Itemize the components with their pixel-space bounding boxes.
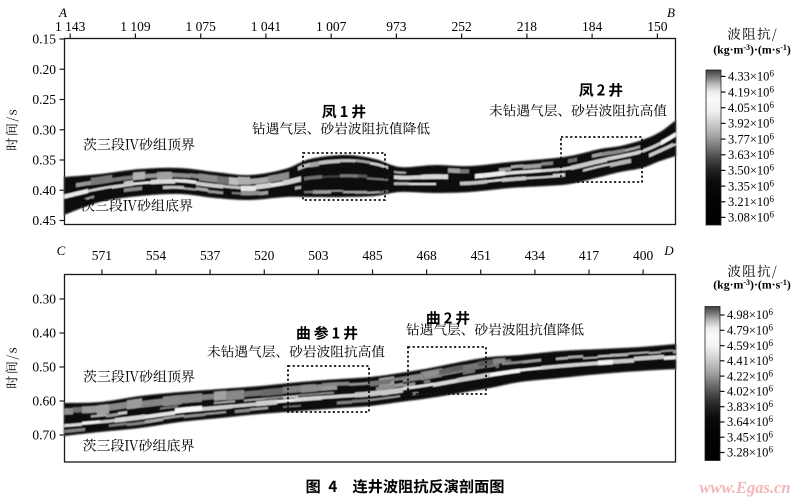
svg-text:A: A [58,5,67,20]
svg-text:4.19×106: 4.19×106 [728,84,774,99]
svg-text:400: 400 [633,248,654,263]
svg-text:4.79×106: 4.79×106 [727,323,773,338]
svg-text:485: 485 [362,248,383,263]
svg-text:www.Egas.cn: www.Egas.cn [699,478,790,497]
svg-text:3.35×106: 3.35×106 [728,178,774,193]
svg-text:3.28×106: 3.28×106 [727,445,773,460]
svg-text:1 041: 1 041 [251,19,281,34]
svg-text:3.50×106: 3.50×106 [728,163,774,178]
svg-text:3.63×106: 3.63×106 [728,147,774,162]
svg-text:3.64×106: 3.64×106 [727,414,773,429]
svg-text:1 143: 1 143 [55,19,86,34]
svg-text:434: 434 [525,248,546,263]
svg-text:3.21×106: 3.21×106 [728,194,774,209]
svg-text:4.98×106: 4.98×106 [727,307,773,322]
svg-text:3.77×106: 3.77×106 [728,131,774,146]
svg-text:537: 537 [200,248,221,263]
svg-text:0.40: 0.40 [32,326,56,341]
svg-text:C: C [57,243,66,258]
svg-text:4.22×106: 4.22×106 [727,368,773,383]
svg-text:252: 252 [452,19,472,34]
svg-text:0.30: 0.30 [32,292,56,307]
svg-text:0.15: 0.15 [32,32,56,47]
svg-text:3.92×106: 3.92×106 [728,116,774,131]
svg-text:520: 520 [254,248,275,263]
svg-text:3.83×106: 3.83×106 [727,399,773,414]
svg-text:0.20: 0.20 [32,62,56,77]
svg-text:0.25: 0.25 [32,92,56,107]
svg-text:417: 417 [579,248,600,263]
svg-text:0.30: 0.30 [32,122,56,137]
svg-text:4.41×106: 4.41×106 [727,353,773,368]
svg-text:(kg·m-3)·(m·s-1): (kg·m-3)·(m·s-1) [713,43,791,57]
svg-text:0.50: 0.50 [32,360,56,375]
svg-text:218: 218 [517,19,538,34]
svg-text:554: 554 [146,248,167,263]
svg-text:3.45×106: 3.45×106 [727,429,773,444]
svg-text:571: 571 [92,248,112,263]
svg-text:4.33×106: 4.33×106 [728,69,774,84]
svg-text:468: 468 [416,248,437,263]
svg-text:0.40: 0.40 [32,183,56,198]
svg-text:150: 150 [647,19,668,34]
svg-text:B: B [667,5,675,20]
svg-text:4.59×106: 4.59×106 [727,338,773,353]
svg-text:184: 184 [582,19,603,34]
svg-text:3.08×106: 3.08×106 [728,210,774,225]
svg-text:D: D [663,243,674,258]
svg-text:0.45: 0.45 [32,213,56,228]
svg-text:0.70: 0.70 [32,428,56,443]
svg-text:1 109: 1 109 [120,19,151,34]
svg-text:4.02×106: 4.02×106 [727,384,773,399]
svg-text:0.60: 0.60 [32,394,56,409]
svg-text:973: 973 [386,19,407,34]
svg-text:4.05×106: 4.05×106 [728,100,774,115]
svg-text:1 075: 1 075 [185,19,216,34]
svg-text:0.35: 0.35 [32,153,56,168]
svg-text:451: 451 [471,248,491,263]
svg-text:1 007: 1 007 [316,19,347,34]
svg-text:(kg·m-3)·(m·s-1): (kg·m-3)·(m·s-1) [713,278,791,292]
svg-text:503: 503 [308,248,329,263]
